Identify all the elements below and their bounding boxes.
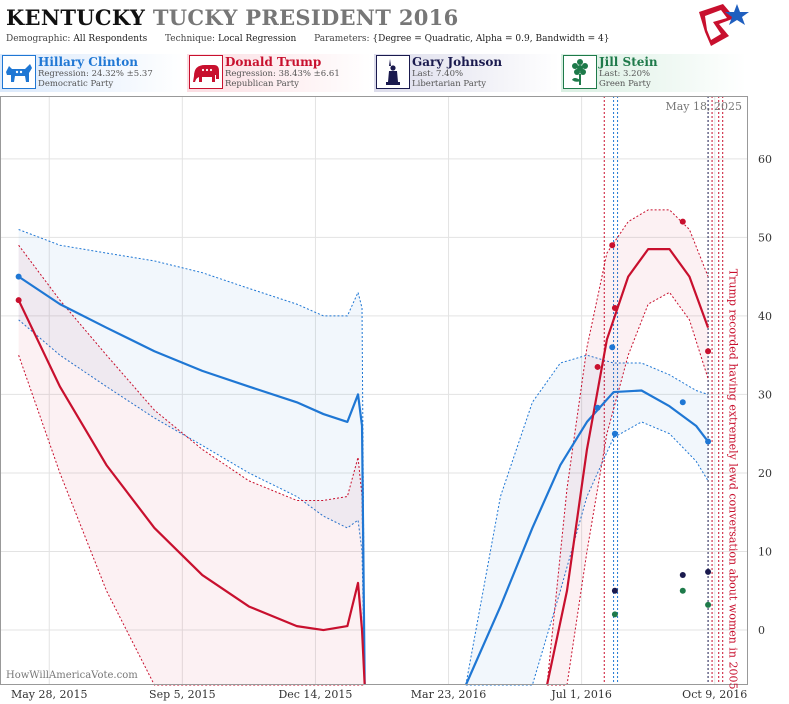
plot-frame <box>0 96 748 685</box>
candidate-party: Green Party <box>599 79 651 89</box>
legend-item-johnson: Gary Johnson Last: 7.40% Libertarian Par… <box>374 54 559 92</box>
poll-point <box>594 363 601 370</box>
flower-icon <box>563 55 597 89</box>
y-tick-label: 20 <box>758 467 772 480</box>
candidate-legend: Hillary Clinton Regression: 24.32% ±5.37… <box>0 54 789 94</box>
x-tick-label: Dec 14, 2015 <box>278 688 352 701</box>
candidate-name: Gary Johnson <box>412 55 503 69</box>
poll-point <box>611 305 618 312</box>
page-title: KENTUCKY TUCKY PRESIDENT 2016 <box>6 5 459 30</box>
x-tick-label: Jul 1, 2016 <box>550 688 612 701</box>
title-state: KENTUCKY <box>6 5 146 30</box>
poll-point <box>594 404 601 411</box>
band-lower-line <box>547 291 709 686</box>
elephant-icon <box>189 55 223 89</box>
poll-point <box>611 611 618 618</box>
y-tick-label: 30 <box>758 388 772 401</box>
candidate-stat: Last: 7.40% <box>412 69 464 79</box>
poll-point <box>705 348 712 355</box>
y-tick-label: 10 <box>758 545 772 558</box>
poll-point <box>611 430 618 437</box>
y-tick-label: 0 <box>758 624 765 637</box>
candidate-name: Jill Stein <box>599 55 658 69</box>
poll-point <box>15 273 22 280</box>
legend-item-trump: Donald Trump Regression: 38.43% ±6.61 Re… <box>187 54 372 92</box>
title-race: TUCKY PRESIDENT 2016 <box>152 5 459 30</box>
regression-lines <box>17 248 710 686</box>
parameters-line: Demographic: All Respondents Technique: … <box>6 34 609 44</box>
y-axis: 0 10 20 30 40 50 60 <box>758 153 772 637</box>
y-tick-label: 60 <box>758 153 772 166</box>
band-lower-line <box>18 319 366 686</box>
x-tick-label: Mar 23, 2016 <box>411 688 487 701</box>
confidence-band <box>465 355 709 685</box>
y-tick-label: 50 <box>758 231 772 244</box>
parameters-value: {Degree = Quadratic, Alpha = 0.9, Bandwi… <box>372 34 610 44</box>
polling-chart: 0 10 20 30 40 50 60 May 28, 2015 Sep 5, 2015 Dec… <box>0 96 772 701</box>
poll-point <box>609 344 616 351</box>
candidate-stat: Regression: 38.43% ±6.61 <box>225 69 340 79</box>
technique-label: Technique: <box>165 34 216 44</box>
watermark-text: HowWillAmericaVote.com <box>6 670 138 681</box>
x-tick-label: May 28, 2015 <box>11 688 88 701</box>
candidate-party: Republican Party <box>225 79 299 89</box>
chart-header: KENTUCKY TUCKY PRESIDENT 2016 Demographi… <box>0 0 789 52</box>
chart-grid <box>0 96 748 685</box>
candidate-stat: Regression: 24.32% ±5.37 <box>38 69 153 79</box>
poll-point <box>705 601 712 608</box>
legend-item-stein: Jill Stein Last: 3.20% Green Party <box>561 54 746 92</box>
poll-points <box>15 218 712 618</box>
poll-point <box>679 572 686 579</box>
poll-point <box>609 242 616 249</box>
x-axis: May 28, 2015 Sep 5, 2015 Dec 14, 2015 Mar 2… <box>11 688 747 701</box>
candidate-party: Libertarian Party <box>412 79 487 89</box>
poll-point <box>705 438 712 445</box>
confidence-band <box>18 245 365 686</box>
chart-date-label: May 18, 2025 <box>665 100 742 113</box>
candidate-party: Democratic Party <box>38 79 114 89</box>
poll-point <box>679 587 686 594</box>
candidate-stat: Last: 3.20% <box>599 69 651 79</box>
legend-item-clinton: Hillary Clinton Regression: 24.32% ±5.37… <box>0 54 185 92</box>
y-tick-label: 40 <box>758 310 772 323</box>
confidence-bands <box>18 209 709 686</box>
poll-point <box>15 297 22 304</box>
poll-point <box>611 587 618 594</box>
donkey-icon <box>2 55 36 89</box>
regression-line <box>17 299 366 686</box>
poll-point <box>705 568 712 575</box>
technique-value: Local Regression <box>217 34 297 44</box>
parameters-label: Parameters: <box>314 34 370 44</box>
poll-point <box>679 218 686 225</box>
regression-line <box>18 275 366 686</box>
band-upper-line <box>18 244 366 686</box>
candidate-name: Donald Trump <box>225 55 322 69</box>
x-tick-label: Oct 9, 2016 <box>682 688 747 701</box>
regression-line <box>545 248 710 686</box>
confidence-band <box>547 209 709 685</box>
x-tick-label: Sep 5, 2015 <box>149 688 216 701</box>
demographic-label: Demographic: <box>6 34 71 44</box>
confidence-band <box>18 229 365 686</box>
liberty-statue-icon <box>376 55 410 89</box>
event-annotation: Trump recorded having extremely lewd con… <box>727 269 740 690</box>
band-lower-line <box>465 421 709 686</box>
candidate-name: Hillary Clinton <box>38 55 138 69</box>
demographic-value: All Respondents <box>73 34 148 44</box>
site-logo-icon <box>699 4 749 46</box>
band-upper-line <box>465 354 709 686</box>
poll-point <box>679 399 686 406</box>
